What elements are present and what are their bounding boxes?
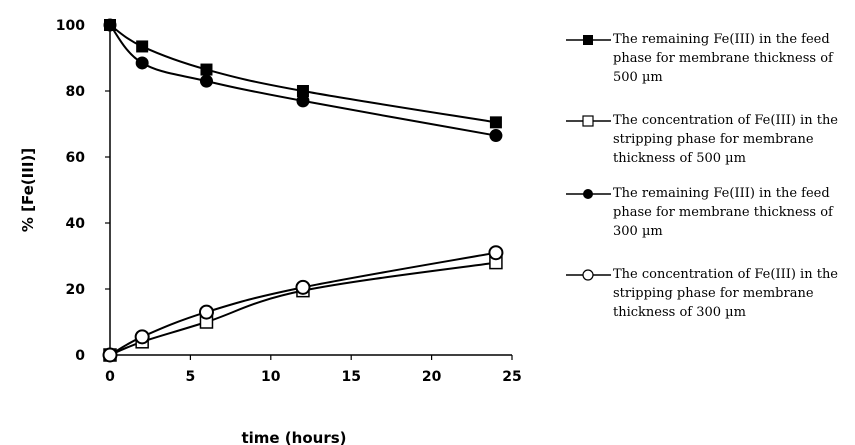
series-line <box>109 261 497 356</box>
legend-label: The concentration of Fe(III) in the stri… <box>613 267 839 320</box>
series-layer <box>102 18 504 363</box>
x-axis-ticks: 0 5 10 15 20 25 <box>105 355 522 385</box>
legend-label: The remaining Fe(III) in the feed phase … <box>613 186 833 239</box>
legend-marker-open-circle <box>563 265 613 283</box>
y-tick-label: 80 <box>66 84 86 100</box>
y-tick-label: 40 <box>66 216 86 232</box>
chart-legend: The remaining Fe(III) in the feed phase … <box>563 30 855 322</box>
series-open-circle <box>102 245 504 363</box>
y-tick-label: 20 <box>66 282 86 298</box>
legend-label: The concentration of Fe(III) in the stri… <box>613 113 839 166</box>
legend-marker-filled-square <box>563 30 613 48</box>
x-tick-label: 20 <box>422 369 442 385</box>
data-point <box>489 129 503 143</box>
x-axis-title: time (hours) <box>241 429 346 445</box>
y-tick-label: 60 <box>66 150 86 166</box>
legend-label: The remaining Fe(III) in the feed phase … <box>613 32 833 85</box>
x-tick-label: 25 <box>502 369 521 385</box>
data-point <box>136 40 149 53</box>
series-filled-square <box>104 19 502 129</box>
series-line <box>109 24 497 137</box>
data-point <box>199 74 213 88</box>
line-chart: 0 5 10 15 20 25 0 20 40 60 80 100 time (hours) % [… <box>19 18 522 445</box>
series-filled-circle <box>103 18 503 143</box>
data-point <box>295 279 311 295</box>
legend-item: The concentration of Fe(III) in the stri… <box>563 265 855 322</box>
data-point <box>135 56 149 70</box>
data-point <box>200 63 213 76</box>
data-point <box>489 116 502 129</box>
legend-item: The concentration of Fe(III) in the stri… <box>563 111 855 168</box>
data-point <box>134 329 150 345</box>
legend-marker-filled-circle <box>563 184 613 202</box>
y-axis-ticks: 0 20 40 60 80 100 <box>56 18 110 364</box>
y-tick-label: 100 <box>56 18 85 34</box>
x-tick-label: 0 <box>105 369 115 385</box>
data-point <box>296 85 309 97</box>
x-tick-label: 15 <box>341 369 360 385</box>
x-tick-label: 10 <box>261 369 281 385</box>
series-open-square <box>103 255 503 362</box>
series-line <box>109 251 497 356</box>
legend-item: The remaining Fe(III) in the feed phase … <box>563 184 855 241</box>
data-point <box>198 304 214 320</box>
data-point <box>296 94 310 108</box>
x-tick-label: 5 <box>186 369 196 385</box>
data-point <box>488 245 504 261</box>
legend-item: The remaining Fe(III) in the feed phase … <box>563 30 855 87</box>
y-tick-label: 0 <box>75 348 85 364</box>
legend-marker-open-square <box>563 111 613 129</box>
y-axis-title: % [Fe(III)] <box>19 148 37 232</box>
chart-axes <box>109 25 512 356</box>
data-point <box>103 18 117 32</box>
data-point <box>102 347 118 363</box>
